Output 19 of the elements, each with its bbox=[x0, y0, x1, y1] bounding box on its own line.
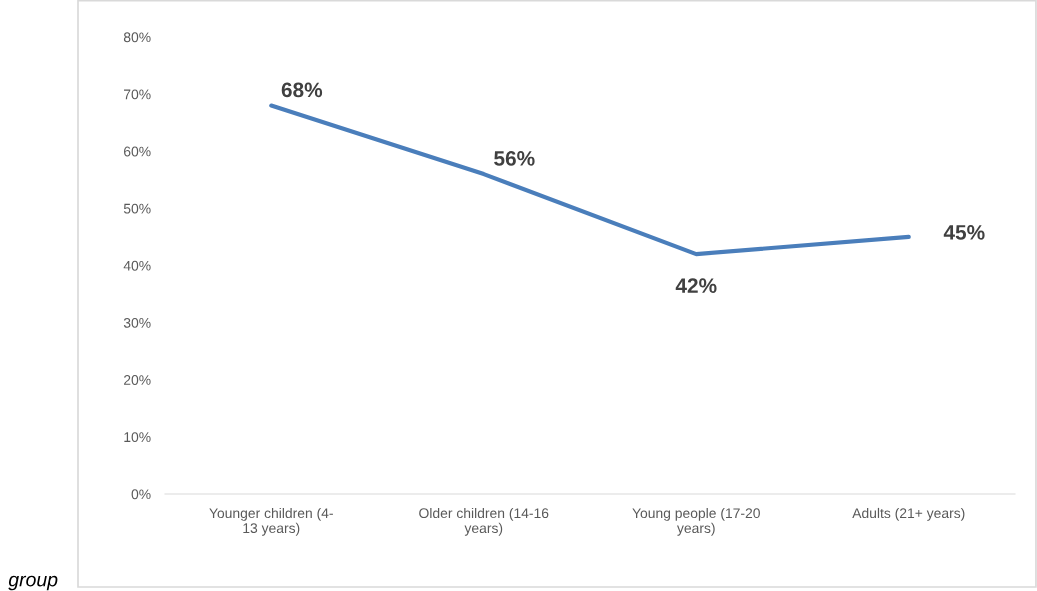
x-tick-label: Adults (21+ years) bbox=[852, 507, 965, 521]
data-label: 68% bbox=[281, 82, 323, 98]
y-tick-label: 10% bbox=[124, 432, 151, 443]
y-tick-label: 20% bbox=[124, 375, 151, 385]
data-label: 42% bbox=[675, 278, 717, 293]
line-series bbox=[269, 103, 911, 257]
y-tick-label: 50% bbox=[123, 203, 151, 214]
text: group bbox=[8, 575, 58, 591]
x-tick-label: Young people (17-20 years) bbox=[632, 507, 760, 536]
y-tick-label: 70% bbox=[124, 89, 151, 100]
x-tick-label: Younger children (4-13 years) bbox=[209, 507, 333, 536]
x-tick-label: Older children (14-16 years) bbox=[419, 507, 549, 536]
data-label: 56% bbox=[494, 151, 535, 166]
y-tick-label: 40% bbox=[123, 260, 151, 271]
y-tick-label: 80% bbox=[123, 32, 151, 43]
y-tick-label: 0% bbox=[131, 489, 151, 500]
data-label: 45% bbox=[943, 225, 985, 240]
y-tick-label: 60% bbox=[124, 146, 151, 157]
y-tick-label: 30% bbox=[123, 317, 151, 328]
